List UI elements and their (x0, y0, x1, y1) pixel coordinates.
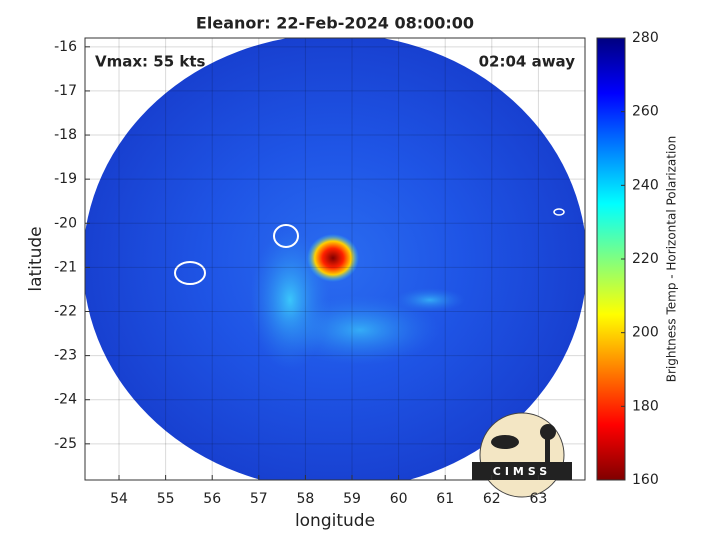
y-tick-label: -18 (54, 127, 77, 143)
x-tick-label: 63 (529, 491, 547, 507)
colorbar-tick-label: 220 (632, 251, 659, 267)
colorbar-tick-label: 200 (632, 325, 659, 341)
x-tick-label: 56 (203, 491, 221, 507)
colorbar-tick-label: 260 (632, 104, 659, 120)
y-tick-label: -20 (54, 215, 77, 231)
colorbar-label: Brightness Temp - Horizontal Polarizatio… (665, 136, 679, 383)
plot-frame (84, 37, 586, 481)
logo: CIMSS (472, 412, 572, 498)
colorbar-tick-label: 160 (632, 472, 659, 488)
x-tick-label: 61 (436, 491, 454, 507)
y-tick-label: -17 (54, 83, 77, 99)
y-tick-label: -25 (54, 436, 77, 452)
x-tick-label: 57 (250, 491, 268, 507)
x-tick-label: 62 (483, 491, 501, 507)
x-tick-label: 60 (390, 491, 408, 507)
x-tick-label: 58 (296, 491, 314, 507)
y-tick-label: -24 (54, 392, 77, 408)
colorbar-tick-label: 280 (632, 30, 659, 46)
y-tick-label: -21 (54, 259, 77, 275)
colorbar-tick-label: 240 (632, 177, 659, 193)
y-axis-label: latitude (26, 226, 46, 291)
x-tick-label: 59 (343, 491, 361, 507)
x-tick-label: 54 (110, 491, 128, 507)
logo-text: CIMSS (493, 465, 551, 478)
annotation: Vmax: 55 kts (95, 53, 205, 71)
annotation: 02:04 away (479, 53, 576, 71)
colorbar (596, 37, 626, 481)
map-image (85, 38, 585, 480)
y-tick-label: -19 (54, 171, 77, 187)
y-tick-label: -22 (54, 303, 77, 319)
colorbar-tick-label: 180 (632, 398, 659, 414)
chart-title: Eleanor: 22-Feb-2024 08:00:00 (196, 14, 474, 33)
y-tick-label: -23 (54, 348, 77, 364)
x-axis-label: longitude (295, 511, 375, 531)
x-tick-label: 55 (157, 491, 175, 507)
y-tick-label: -16 (54, 39, 77, 55)
